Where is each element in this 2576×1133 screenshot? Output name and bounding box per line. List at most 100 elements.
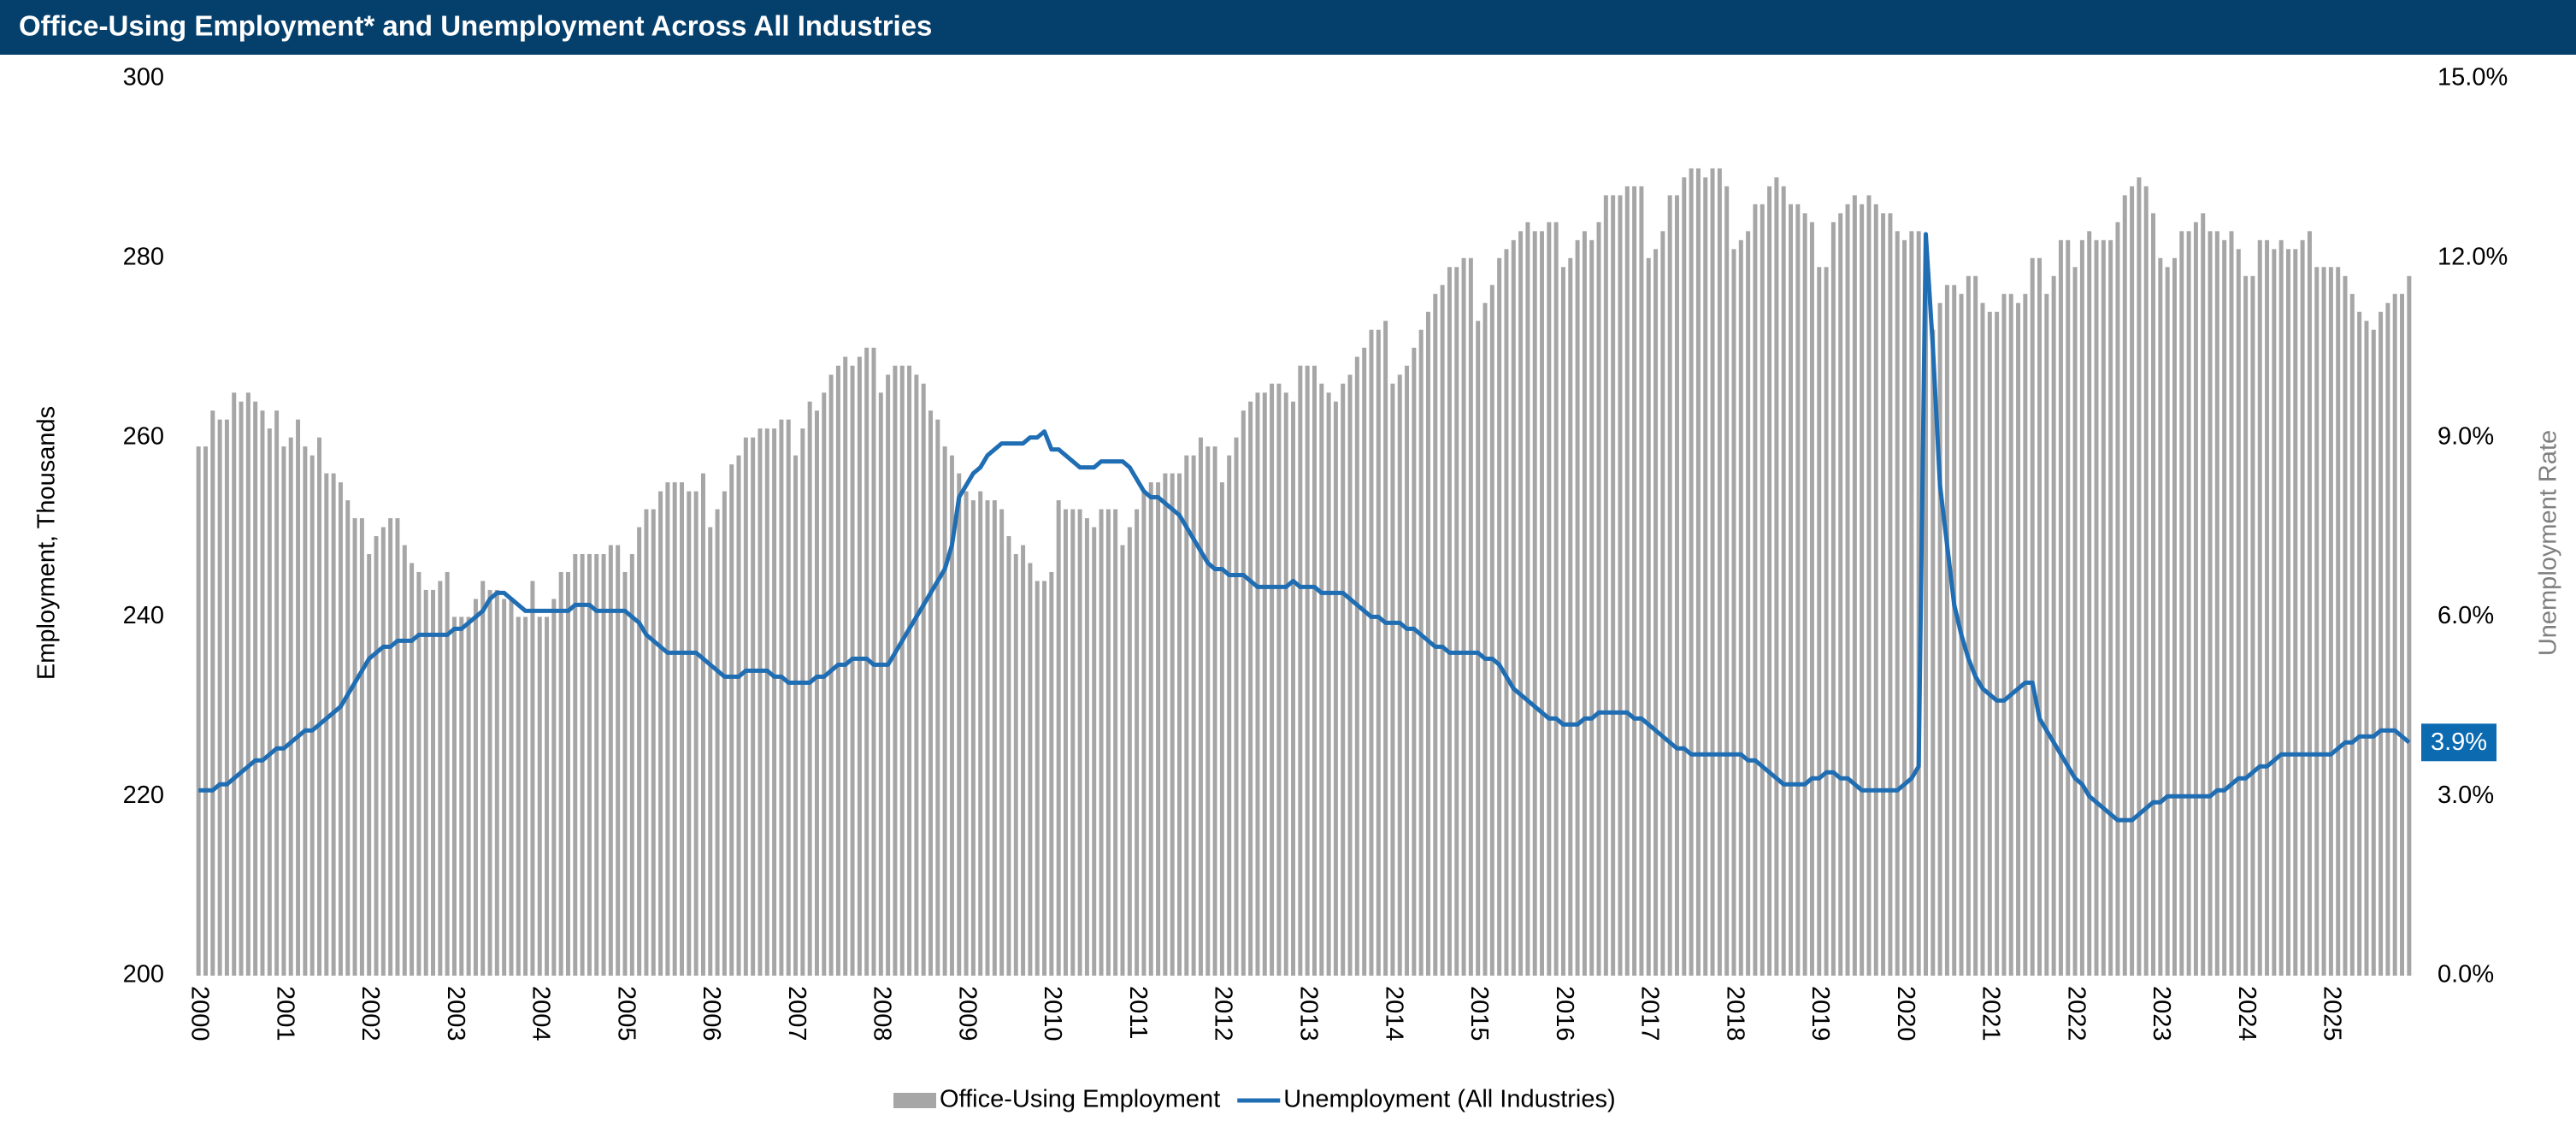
bar <box>1789 204 1794 977</box>
y-tick-label: 240 <box>123 602 164 629</box>
bar <box>2058 239 2063 976</box>
bar <box>1632 186 1637 976</box>
bar <box>2321 267 2326 976</box>
bar <box>459 617 464 976</box>
bar <box>1092 527 1097 976</box>
bar <box>1852 195 1857 976</box>
bar <box>1376 329 1381 977</box>
bar <box>651 509 656 976</box>
bar <box>942 446 947 976</box>
y-tick-label: 280 <box>123 243 164 270</box>
bar <box>1120 545 1125 976</box>
bar <box>2364 321 2369 977</box>
bar <box>594 553 599 976</box>
bar <box>1276 383 1282 976</box>
bar <box>1639 186 1644 976</box>
bar <box>828 375 834 976</box>
bar <box>1824 267 1829 976</box>
bar <box>1390 383 1395 976</box>
bar <box>629 553 634 976</box>
bar <box>1817 267 1822 976</box>
bar <box>743 437 748 977</box>
bar <box>1618 195 1623 976</box>
bar <box>793 455 799 976</box>
bar <box>516 617 521 976</box>
bar <box>850 365 855 976</box>
x-tick-label: 2000 <box>186 986 214 1042</box>
bar <box>1518 231 1524 977</box>
bar <box>1468 257 1473 976</box>
bar <box>992 500 997 976</box>
y2-tick-label: 9.0% <box>2437 422 2494 450</box>
bar <box>1760 204 1765 977</box>
bar <box>1532 231 1537 977</box>
bar <box>1326 392 1331 976</box>
bar <box>1660 231 1665 977</box>
bar <box>800 428 805 976</box>
bar <box>637 527 642 976</box>
bar <box>1753 204 1758 977</box>
bar <box>1504 249 1509 976</box>
title-bar <box>0 0 2576 55</box>
bar <box>722 491 727 976</box>
bar <box>487 589 492 976</box>
bar <box>2379 311 2384 976</box>
bar <box>1476 321 1481 977</box>
bar <box>786 419 791 976</box>
bar <box>1511 239 1516 976</box>
bar <box>1184 455 1189 976</box>
bar <box>523 617 528 976</box>
bar <box>1547 221 1552 977</box>
bar <box>985 500 990 976</box>
bar <box>1624 186 1630 976</box>
bar <box>1895 231 1900 977</box>
bar <box>2094 239 2099 976</box>
bar <box>438 581 443 976</box>
bar <box>928 410 934 976</box>
bar <box>494 589 499 976</box>
x-tick-label: 2005 <box>612 986 640 1042</box>
x-tick-label: 2003 <box>442 986 469 1042</box>
bar <box>964 491 969 976</box>
bar <box>2193 221 2198 977</box>
bar <box>2349 293 2355 976</box>
y2-tick-label: 3.0% <box>2437 782 2494 809</box>
bar <box>2051 275 2056 976</box>
bar <box>217 419 222 976</box>
bar <box>2023 293 2028 976</box>
bar <box>359 518 364 976</box>
bar <box>1042 581 1047 976</box>
bar <box>970 500 976 976</box>
bar <box>2222 239 2227 976</box>
end-label: 3.9% <box>2431 729 2487 756</box>
x-tick-label: 2020 <box>1892 986 1919 1042</box>
bar <box>380 527 386 976</box>
bar <box>1767 186 1772 976</box>
bar <box>871 347 876 976</box>
bar <box>2137 177 2142 976</box>
x-tick-label: 2004 <box>528 986 555 1042</box>
bar <box>303 446 308 976</box>
bar <box>1148 482 1153 976</box>
bar <box>665 482 670 976</box>
bar <box>764 428 769 976</box>
bar <box>423 589 428 976</box>
bar <box>402 545 407 976</box>
bar <box>1987 311 1992 976</box>
bar <box>658 491 663 976</box>
bar <box>1270 383 1275 976</box>
bar <box>1049 571 1054 976</box>
bar <box>1795 204 1801 977</box>
bar <box>239 401 244 976</box>
bar <box>558 571 563 976</box>
bar <box>1105 509 1111 976</box>
bar <box>2066 239 2071 976</box>
bar <box>622 571 628 976</box>
y2-axis-title: Unemployment Rate <box>2535 430 2562 656</box>
bar <box>1489 285 1494 976</box>
bar <box>1902 239 1907 976</box>
bar <box>2272 249 2277 976</box>
bar <box>2158 257 2163 976</box>
bar <box>203 446 208 976</box>
